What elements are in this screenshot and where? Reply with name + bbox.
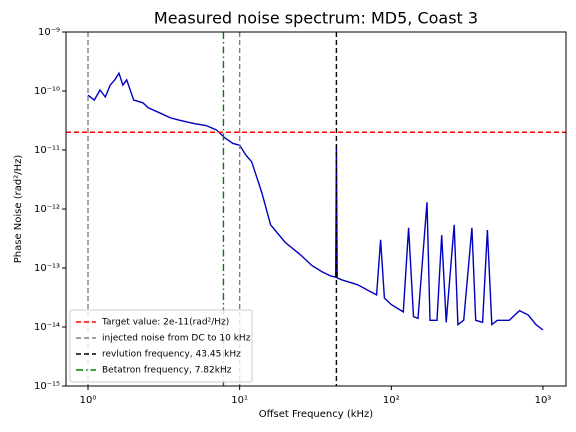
y-tick-label: 10⁻¹³ xyxy=(34,263,60,274)
x-tick-label: 10² xyxy=(383,395,400,406)
x-tick-label: 10¹ xyxy=(231,395,248,406)
y-axis-label: Phase Noise (rad²/Hz) xyxy=(13,155,24,264)
legend-label: revlution frequency, 43.45 kHz xyxy=(102,350,241,360)
plot-frame xyxy=(65,31,567,387)
y-tick-label: 10⁻¹⁴ xyxy=(34,322,60,333)
x-tick-label: 10³ xyxy=(535,395,552,406)
legend-box xyxy=(69,309,253,383)
y-tick-label: 10⁻¹² xyxy=(34,204,60,215)
x-axis-label: Offset Frequency (kHz) xyxy=(259,409,374,420)
y-tick-label: 10⁻¹⁵ xyxy=(34,381,60,392)
y-tick-label: 10⁻⁹ xyxy=(38,27,60,38)
legend-label: Betatron frequency, 7.82kHz xyxy=(102,366,232,376)
chart-title: Measured noise spectrum: MD5, Coast 3 xyxy=(154,9,478,28)
series-line xyxy=(87,71,544,331)
y-tick-label: 10⁻¹¹ xyxy=(34,145,60,156)
y-tick-label: 10⁻¹⁰ xyxy=(34,86,60,97)
legend-label: injected noise from DC to 10 kHz xyxy=(102,334,251,344)
x-tick-label: 10⁰ xyxy=(80,395,97,406)
legend-label: Target value: 2e-11(rad²/Hz) xyxy=(101,318,229,328)
